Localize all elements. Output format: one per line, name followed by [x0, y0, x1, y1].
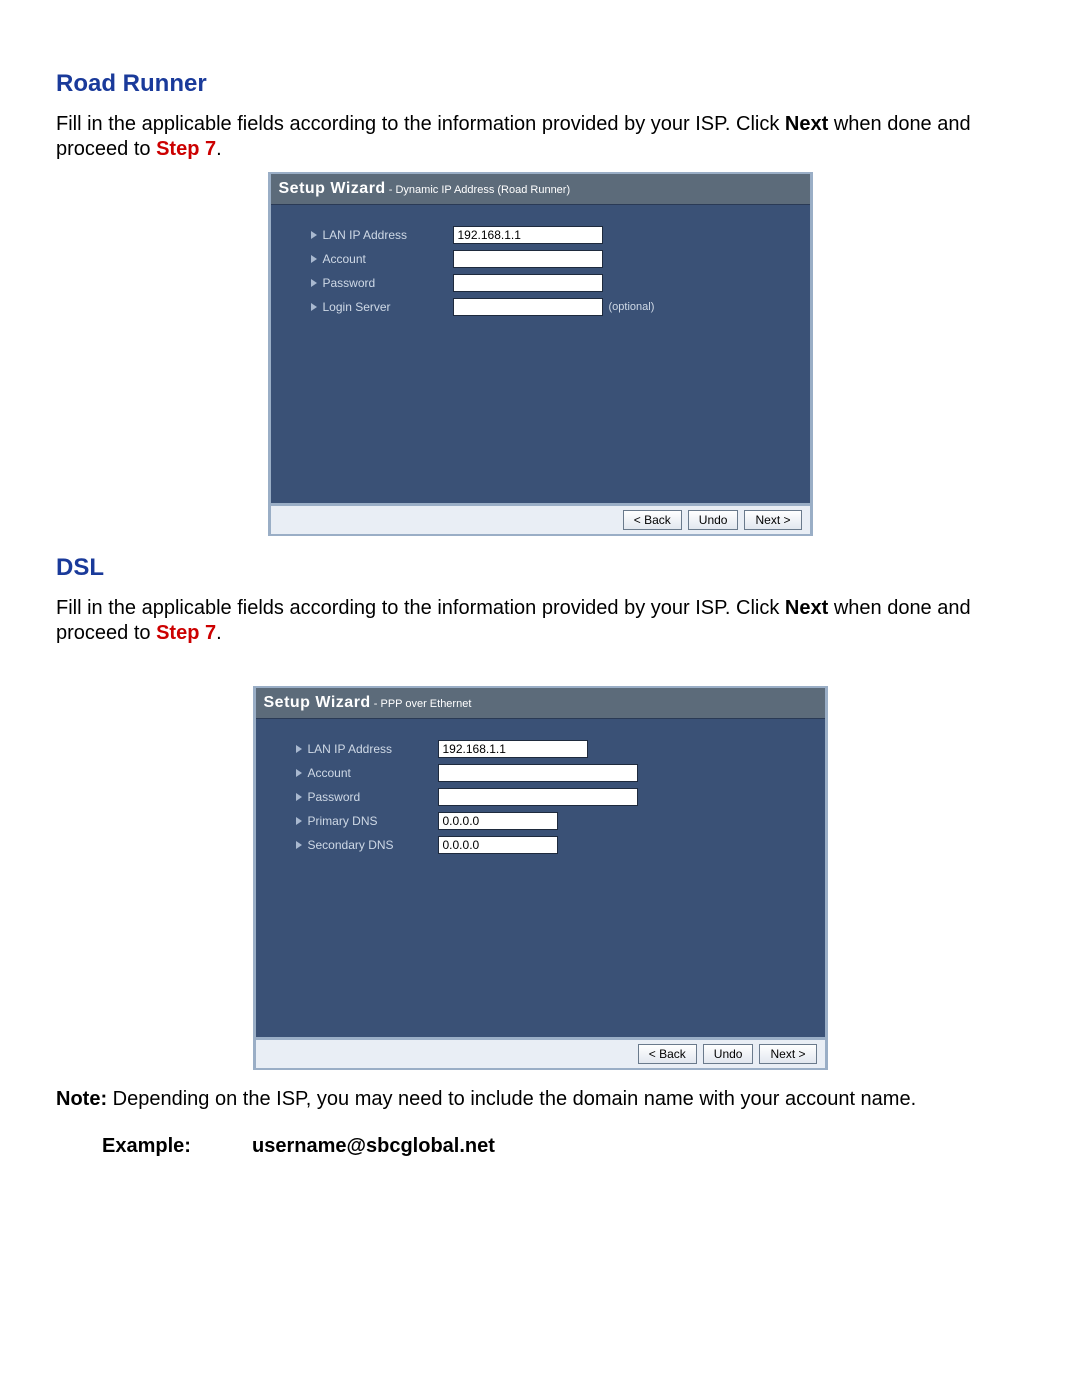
w2-password-label: Password [308, 790, 438, 804]
w2-secondary-dns-label: Secondary DNS [308, 838, 438, 852]
caret-icon [296, 745, 302, 753]
step-ref-1: Step 7 [156, 138, 216, 160]
caret-icon [296, 769, 302, 777]
w1-back-button[interactable]: < Back [623, 510, 682, 530]
w2-row-password: Password [256, 785, 825, 809]
dsl-intro: Fill in the applicable fields according … [56, 596, 1024, 646]
road-runner-heading: Road Runner [56, 70, 1024, 98]
caret-icon [311, 279, 317, 287]
w2-next-button[interactable]: Next > [759, 1044, 816, 1064]
w2-row-account: Account [256, 761, 825, 785]
caret-icon [311, 231, 317, 239]
intro-text-1: Fill in the applicable fields according … [56, 113, 785, 135]
w1-lan-ip-label: LAN IP Address [323, 228, 453, 242]
w2-primary-dns-label: Primary DNS [308, 814, 438, 828]
caret-icon [296, 817, 302, 825]
w2-secondary-dns-input[interactable] [438, 836, 558, 854]
w2-primary-dns-input[interactable] [438, 812, 558, 830]
example-value: username@sbcglobal.net [252, 1135, 495, 1157]
w2-row-secondary-dns: Secondary DNS [256, 833, 825, 857]
step-ref-2: Step 7 [156, 622, 216, 644]
intro-end-2: . [216, 622, 222, 644]
dsl-heading: DSL [56, 554, 1024, 582]
w2-back-button[interactable]: < Back [638, 1044, 697, 1064]
w1-lan-ip-input[interactable] [453, 226, 603, 244]
wizard2-title-main: Setup Wizard [264, 694, 371, 711]
example-label: Example: [102, 1135, 252, 1158]
intro-next-2: Next [785, 597, 828, 619]
example-row: Example:username@sbcglobal.net [56, 1135, 1024, 1158]
wizard1-titlebar: Setup Wizard - Dynamic IP Address (Road … [271, 174, 810, 205]
wizard-road-runner: Setup Wizard - Dynamic IP Address (Road … [268, 172, 813, 536]
caret-icon [296, 841, 302, 849]
caret-icon [311, 255, 317, 263]
w1-undo-button[interactable]: Undo [688, 510, 739, 530]
w1-login-server-input[interactable] [453, 298, 603, 316]
caret-icon [296, 793, 302, 801]
w1-password-label: Password [323, 276, 453, 290]
w1-account-label: Account [323, 252, 453, 266]
w2-account-input[interactable] [438, 764, 638, 782]
wizard2-body: LAN IP Address Account Password Primary … [256, 719, 825, 1037]
w1-next-button[interactable]: Next > [744, 510, 801, 530]
w2-lan-ip-label: LAN IP Address [308, 742, 438, 756]
wizard1-title-main: Setup Wizard [279, 180, 386, 197]
w2-account-label: Account [308, 766, 438, 780]
w2-lan-ip-input[interactable] [438, 740, 588, 758]
w2-undo-button[interactable]: Undo [703, 1044, 754, 1064]
road-runner-intro: Fill in the applicable fields according … [56, 112, 1024, 162]
caret-icon [311, 303, 317, 311]
wizard-dsl: Setup Wizard - PPP over Ethernet LAN IP … [253, 686, 828, 1070]
w1-row-lan-ip: LAN IP Address [271, 223, 810, 247]
wizard1-footer: < Back Undo Next > [271, 503, 810, 534]
intro-next-1: Next [785, 113, 828, 135]
w2-row-lan-ip: LAN IP Address [256, 737, 825, 761]
intro-text-2: Fill in the applicable fields according … [56, 597, 785, 619]
w2-row-primary-dns: Primary DNS [256, 809, 825, 833]
wizard1-body: LAN IP Address Account Password Login Se… [271, 205, 810, 503]
w1-login-server-label: Login Server [323, 300, 453, 314]
w1-row-account: Account [271, 247, 810, 271]
intro-end-1: . [216, 138, 222, 160]
w1-password-input[interactable] [453, 274, 603, 292]
w2-password-input[interactable] [438, 788, 638, 806]
wizard2-title-sub: - PPP over Ethernet [371, 698, 472, 710]
w1-row-password: Password [271, 271, 810, 295]
wizard2-footer: < Back Undo Next > [256, 1037, 825, 1068]
w1-row-login-server: Login Server (optional) [271, 295, 810, 319]
wizard2-titlebar: Setup Wizard - PPP over Ethernet [256, 688, 825, 719]
wizard1-title-sub: - Dynamic IP Address (Road Runner) [386, 184, 570, 196]
w1-login-server-suffix: (optional) [609, 301, 655, 313]
note-row: Note: Depending on the ISP, you may need… [56, 1088, 1024, 1111]
w1-account-input[interactable] [453, 250, 603, 268]
note-text: Depending on the ISP, you may need to in… [107, 1088, 916, 1110]
note-label: Note: [56, 1088, 107, 1110]
